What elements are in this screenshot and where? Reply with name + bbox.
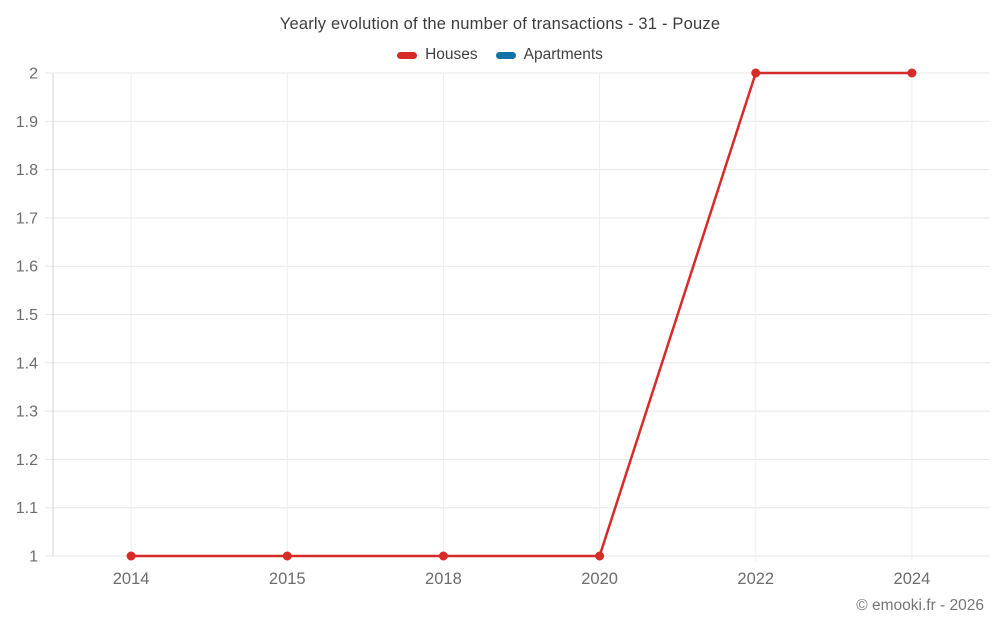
y-axis-tick-label: 2 <box>29 66 38 83</box>
data-point-houses[interactable] <box>595 551 605 561</box>
data-point-houses[interactable] <box>438 551 448 561</box>
data-point-houses[interactable] <box>907 68 917 78</box>
y-axis-tick-label: 1.7 <box>16 210 38 227</box>
apartments-series-swatch-icon <box>495 51 516 59</box>
x-axis-tick-label: 2018 <box>425 570 462 588</box>
y-axis-tick-label: 1.5 <box>16 307 38 324</box>
y-axis-tick-label: 1.4 <box>16 355 38 372</box>
series-line-houses <box>129 71 914 558</box>
copyright-footer: © emooki.fr - 2026 <box>856 597 984 614</box>
y-axis-tick-label: 1.1 <box>16 500 38 517</box>
y-axis-tick-label: 1.8 <box>16 162 38 179</box>
legend-label-apartments: Apartments <box>523 46 603 63</box>
data-point-houses[interactable] <box>751 68 761 78</box>
legend-item-apartments[interactable]: Apartments <box>495 46 603 64</box>
x-axis-tick-label: 2014 <box>113 570 150 588</box>
legend-item-houses[interactable]: Houses <box>397 46 478 64</box>
x-axis-tick-label: 2020 <box>581 570 618 588</box>
x-axis-tick-label: 2024 <box>894 570 931 588</box>
houses-series-swatch-icon <box>397 51 418 59</box>
y-axis-tick-label: 1.3 <box>16 404 38 421</box>
y-axis-tick-label: 1.9 <box>16 114 38 131</box>
legend: Houses Apartments <box>0 46 1000 64</box>
y-axis-tick-label: 1.6 <box>16 259 38 276</box>
chart-title: Yearly evolution of the number of transa… <box>279 15 721 33</box>
y-axis-tick-label: 1 <box>29 549 38 566</box>
x-axis-tick-label: 2022 <box>737 570 774 588</box>
legend-label-houses: Houses <box>425 46 478 63</box>
y-axis-tick-label: 1.2 <box>16 452 38 469</box>
data-point-houses[interactable] <box>126 551 136 561</box>
x-axis-tick-label: 2015 <box>269 570 306 588</box>
data-point-houses[interactable] <box>282 551 292 561</box>
